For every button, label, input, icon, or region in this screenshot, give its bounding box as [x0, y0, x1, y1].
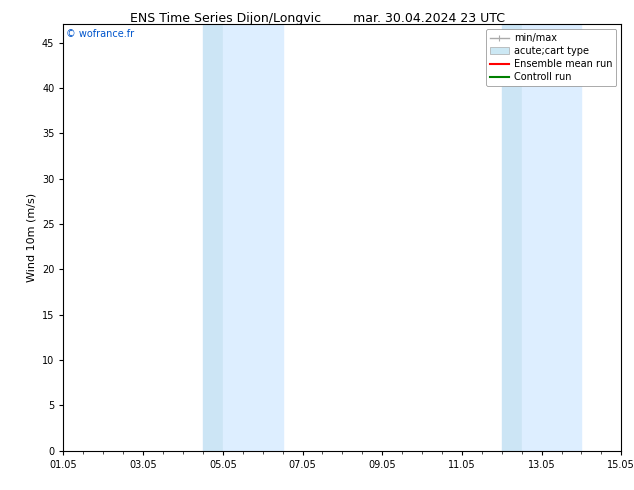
Text: © wofrance.fr: © wofrance.fr: [66, 29, 134, 39]
Bar: [203, 24, 223, 451]
Bar: [223, 24, 283, 451]
Bar: [501, 24, 522, 451]
Y-axis label: Wind 10m (m/s): Wind 10m (m/s): [27, 193, 36, 282]
Bar: [522, 24, 581, 451]
Text: ENS Time Series Dijon/Longvic        mar. 30.04.2024 23 UTC: ENS Time Series Dijon/Longvic mar. 30.04…: [129, 12, 505, 25]
Legend: min/max, acute;cart type, Ensemble mean run, Controll run: min/max, acute;cart type, Ensemble mean …: [486, 29, 616, 86]
